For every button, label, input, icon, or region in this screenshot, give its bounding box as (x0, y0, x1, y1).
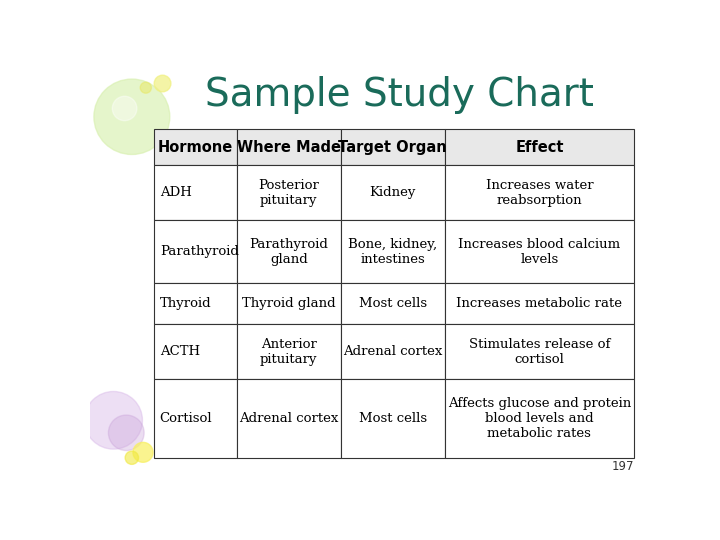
Bar (154, 324, 237, 379)
Bar (154, 165, 237, 220)
Text: Affects glucose and protein
blood levels and
metabolic rates: Affects glucose and protein blood levels… (448, 397, 631, 440)
Bar (445, 129, 634, 165)
Bar (154, 220, 237, 283)
Bar (237, 165, 341, 220)
Text: 197: 197 (611, 460, 634, 473)
Text: ADH: ADH (160, 186, 192, 199)
Ellipse shape (125, 451, 138, 464)
Bar (237, 129, 341, 165)
Text: Kidney: Kidney (369, 186, 416, 199)
Text: Increases blood calcium
levels: Increases blood calcium levels (459, 238, 621, 266)
Ellipse shape (556, 239, 606, 289)
Bar (237, 220, 341, 283)
Bar (445, 165, 634, 220)
Text: Posterior
pituitary: Posterior pituitary (258, 179, 319, 207)
Bar (445, 283, 634, 324)
Text: Effect: Effect (515, 140, 564, 154)
Text: Where Made: Where Made (237, 140, 341, 154)
Text: Cortisol: Cortisol (160, 412, 212, 425)
Bar (154, 379, 237, 458)
Bar (154, 283, 237, 324)
Bar (341, 283, 445, 324)
Text: Parathyroid
gland: Parathyroid gland (249, 238, 328, 266)
Ellipse shape (133, 442, 153, 462)
Bar (445, 379, 634, 458)
Text: Sample Study Chart: Sample Study Chart (205, 76, 594, 114)
Text: Thyroid: Thyroid (160, 297, 212, 310)
Text: Hormone: Hormone (158, 140, 233, 154)
Bar (341, 129, 445, 165)
Ellipse shape (109, 415, 144, 450)
Text: Increases metabolic rate: Increases metabolic rate (456, 297, 622, 310)
Bar (237, 283, 341, 324)
Bar (341, 220, 445, 283)
Text: Anterior
pituitary: Anterior pituitary (260, 338, 318, 366)
Bar (341, 165, 445, 220)
Text: Bone, kidney,
intestines: Bone, kidney, intestines (348, 238, 437, 266)
Bar (445, 324, 634, 379)
Text: Adrenal cortex: Adrenal cortex (343, 345, 443, 358)
Ellipse shape (154, 75, 171, 92)
Ellipse shape (94, 79, 170, 154)
Bar (341, 379, 445, 458)
Bar (445, 220, 634, 283)
Text: Target Organ: Target Organ (338, 140, 447, 154)
Text: Stimulates release of
cortisol: Stimulates release of cortisol (469, 338, 610, 366)
Bar (154, 129, 237, 165)
Text: Most cells: Most cells (359, 297, 427, 310)
Text: Thyroid gland: Thyroid gland (242, 297, 336, 310)
Ellipse shape (140, 82, 151, 93)
Bar (341, 324, 445, 379)
Text: Increases water
reabsorption: Increases water reabsorption (485, 179, 593, 207)
Ellipse shape (112, 96, 137, 120)
Text: Adrenal cortex: Adrenal cortex (239, 412, 338, 425)
Ellipse shape (84, 392, 143, 449)
Bar (237, 324, 341, 379)
Bar (237, 379, 341, 458)
Text: Most cells: Most cells (359, 412, 427, 425)
Text: ACTH: ACTH (160, 345, 200, 358)
Text: Parathyroid: Parathyroid (160, 245, 238, 258)
